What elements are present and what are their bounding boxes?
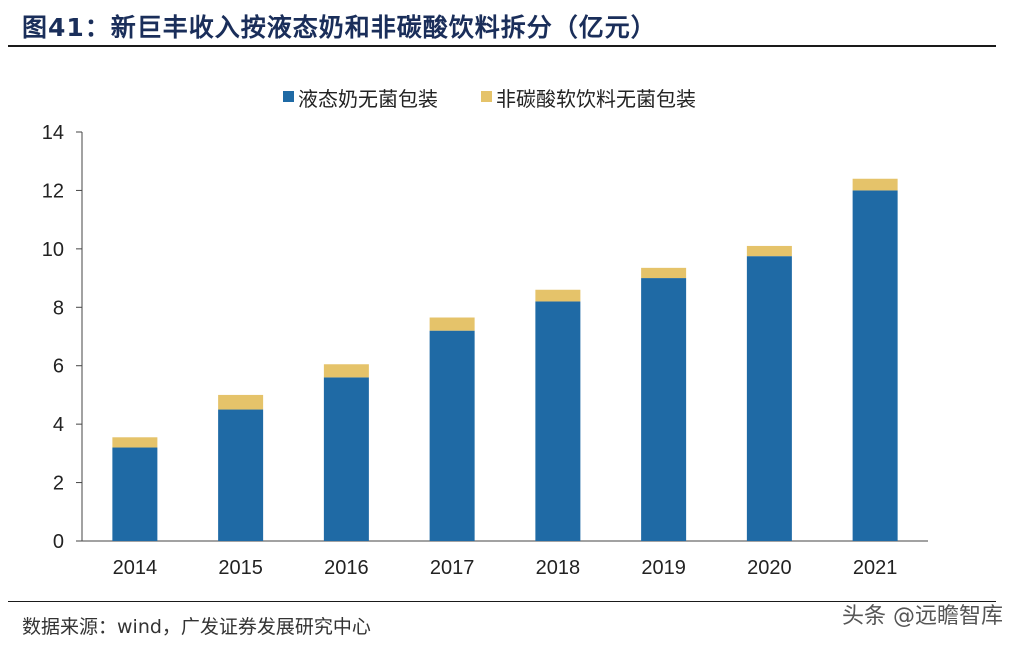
y-tick-label: 8 xyxy=(53,297,64,319)
bar-segment-liquid-milk xyxy=(323,377,369,541)
y-tick-label: 6 xyxy=(53,356,64,378)
y-tick-label: 0 xyxy=(53,531,64,553)
x-tick-label: 2019 xyxy=(641,557,686,579)
bar-segment-noncarbonated xyxy=(641,267,687,279)
x-tick-label: 2018 xyxy=(536,557,581,579)
source-note: 数据来源：wind，广发证券发展研究中心 xyxy=(22,616,371,638)
legend-swatch-noncarbonated xyxy=(481,91,492,102)
x-tick-label: 2017 xyxy=(430,557,475,579)
bar-segment-liquid-milk xyxy=(112,447,158,541)
x-axis: 2014 2015 2016 2017 2018 2019 2020 2021 xyxy=(82,540,928,579)
bar-segment-liquid-milk xyxy=(641,278,687,541)
bar-segment-noncarbonated xyxy=(323,364,369,378)
y-tick-label: 10 xyxy=(42,239,64,261)
x-tick-label: 2016 xyxy=(324,557,369,579)
bars xyxy=(112,178,898,541)
x-tick-label: 2014 xyxy=(113,557,158,579)
bar-segment-noncarbonated xyxy=(535,289,581,302)
bar-segment-liquid-milk xyxy=(218,409,264,541)
bar-segment-noncarbonated xyxy=(112,437,158,448)
chart-title: 图41：新巨丰收入按液态奶和非碳酸饮料拆分（亿元） xyxy=(22,13,657,42)
bar-segment-noncarbonated xyxy=(852,178,898,191)
bar-segment-liquid-milk xyxy=(535,301,581,541)
bar-segment-liquid-milk xyxy=(852,190,898,541)
bar-segment-liquid-milk xyxy=(429,330,475,541)
y-tick-label: 4 xyxy=(53,414,64,436)
x-tick-label: 2021 xyxy=(853,557,898,579)
footer-divider xyxy=(8,601,996,602)
bar-segment-noncarbonated xyxy=(429,317,475,331)
y-tick-label: 14 xyxy=(42,122,64,144)
y-axis: 0 2 4 6 8 10 12 14 xyxy=(42,122,83,553)
watermark: 头条 @远瞻智库 xyxy=(842,604,1003,629)
bar-segment-liquid-milk xyxy=(746,256,792,541)
y-tick-label: 2 xyxy=(53,473,64,495)
legend-swatch-liquid-milk xyxy=(283,91,294,102)
title-divider xyxy=(8,45,996,47)
bar-segment-noncarbonated xyxy=(746,245,792,257)
y-tick-label: 12 xyxy=(42,180,64,202)
legend: 液态奶无菌包装 非碳酸软饮料无菌包装 xyxy=(283,88,696,111)
legend-label-noncarbonated: 非碳酸软饮料无菌包装 xyxy=(496,88,696,111)
legend-label-liquid-milk: 液态奶无菌包装 xyxy=(298,88,438,111)
x-tick-label: 2020 xyxy=(747,557,792,579)
x-tick-label: 2015 xyxy=(218,557,263,579)
bar-segment-noncarbonated xyxy=(218,394,264,410)
